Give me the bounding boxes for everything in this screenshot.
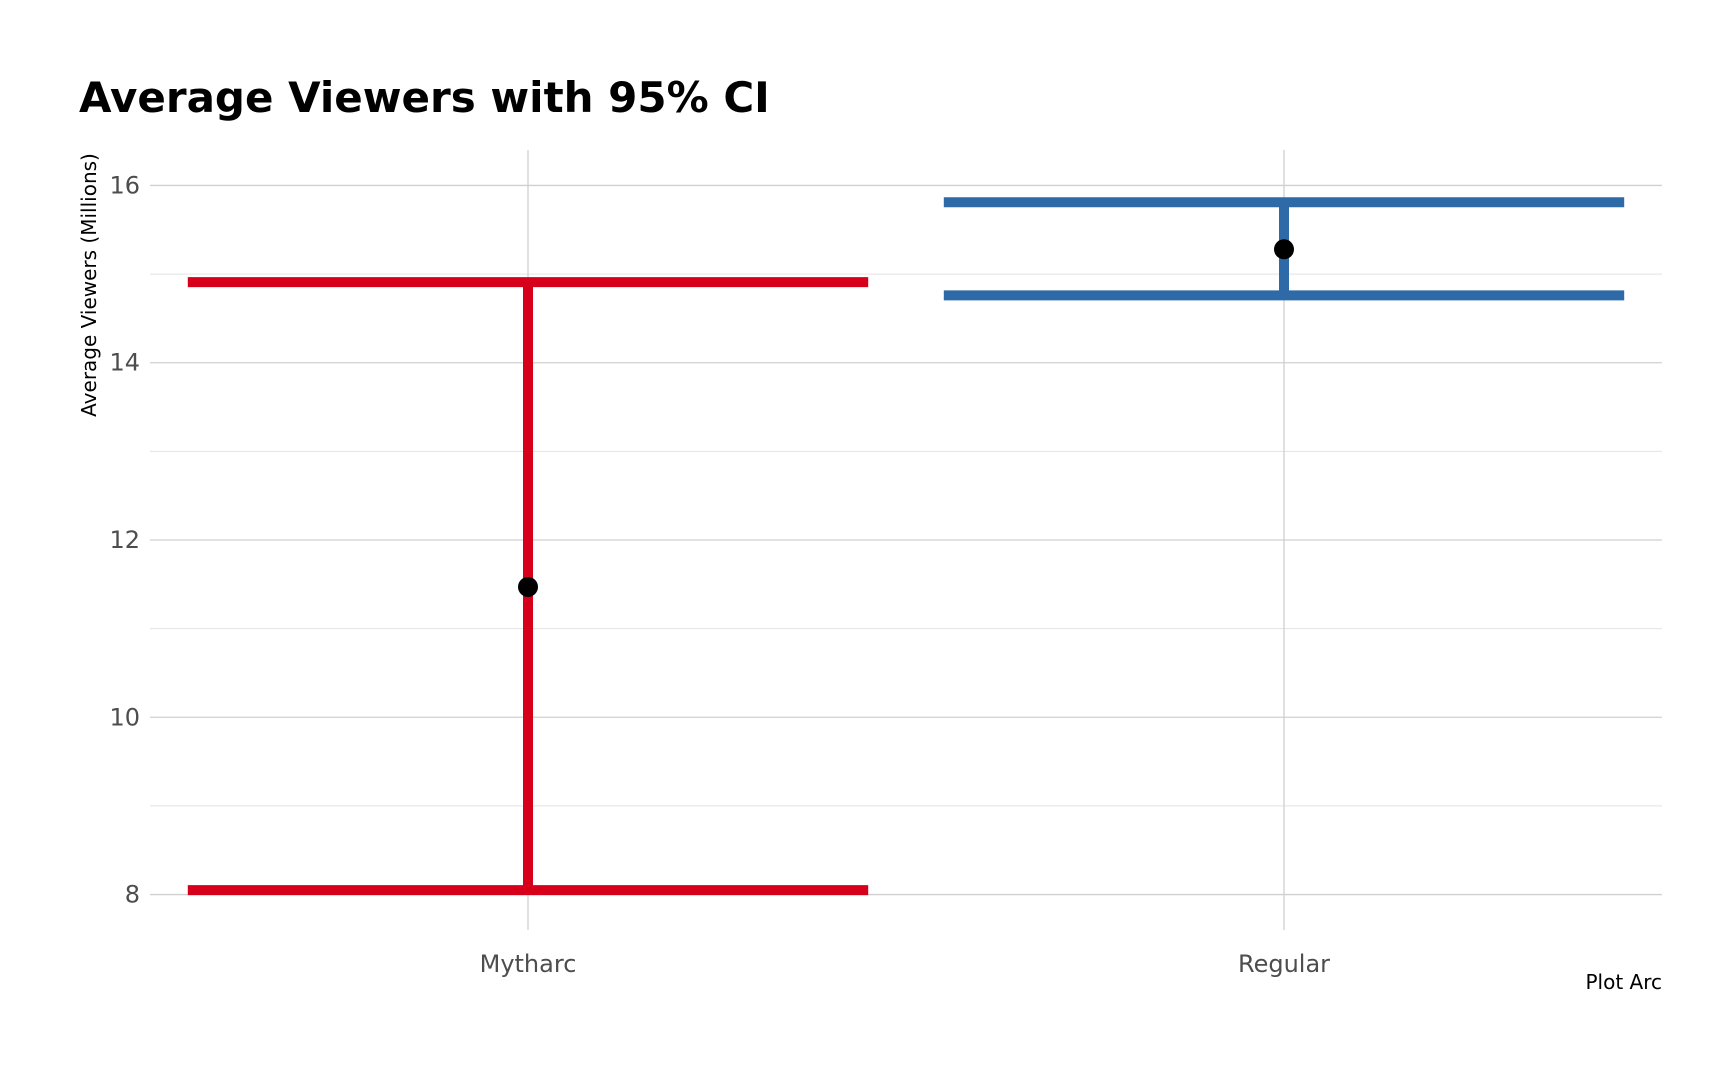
- error-bar-regular: [943, 197, 1625, 301]
- mean-point: [1274, 239, 1294, 260]
- y-tick-label: 16: [109, 171, 140, 199]
- y-tick-label: 12: [109, 526, 140, 554]
- x-tick-label: Regular: [1238, 950, 1330, 978]
- y-tick-label: 10: [109, 703, 140, 731]
- y-tick-label: 8: [125, 881, 140, 909]
- grid: [150, 150, 1662, 930]
- error-bars: [187, 197, 1625, 896]
- y-axis-label: Average Viewers (Millions): [77, 153, 101, 417]
- y-tick-label: 14: [109, 349, 140, 377]
- x-tick-label: Mytharc: [480, 950, 577, 978]
- error-bar-mytharc: [187, 277, 869, 896]
- mean-point: [518, 576, 538, 597]
- y-tick-labels: 8 10 12 14 16: [109, 171, 140, 908]
- chart-title: Average Viewers with 95% CI: [79, 73, 770, 122]
- x-axis-label: Plot Arc: [1585, 970, 1662, 994]
- x-tick-labels: Mytharc Regular: [480, 950, 1331, 978]
